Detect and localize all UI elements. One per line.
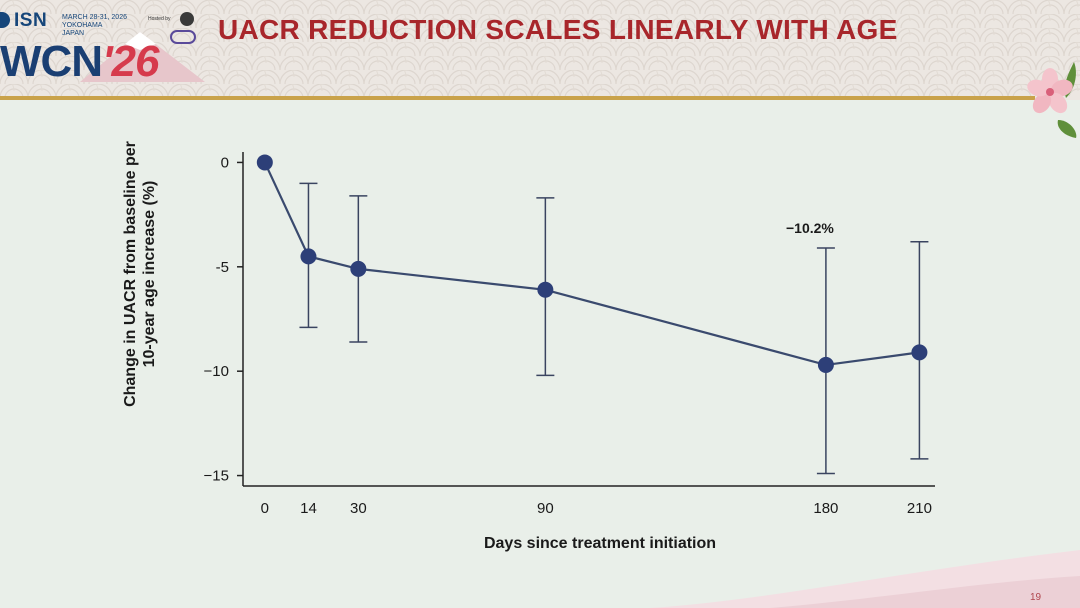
event-dates: MARCH 28-31, 2026 [62, 14, 127, 21]
header-banner: ISN MARCH 28-31, 2026 YOKOHAMA JAPAN Hos… [0, 0, 1080, 100]
header-divider [0, 96, 1035, 100]
data-point [817, 356, 834, 373]
y-tick-label: 0 [221, 154, 229, 171]
x-tick-label: 14 [300, 500, 317, 517]
x-tick-label: 210 [907, 500, 932, 517]
isn-logo: ISN [14, 10, 48, 31]
sakura-flower-icon [1027, 62, 1077, 138]
error-bars [299, 182, 929, 475]
data-point [911, 344, 928, 361]
hosted-by-label: Hosted by [148, 16, 171, 22]
y-tick-label: −15 [204, 468, 229, 485]
y-tick-labels: 0 -5 −10 −15 [204, 154, 243, 485]
wcn-year: '26 [102, 37, 159, 86]
page-number: 19 [1030, 592, 1042, 603]
data-point [300, 248, 317, 265]
data-points [256, 154, 928, 373]
slide-title: UACR REDUCTION SCALES LINEARLY WITH AGE [218, 14, 898, 45]
y-axis-label-line2: 10-year age increase (%) [141, 180, 158, 368]
y-axis-label: Change in UACR from baseline per 10-year… [121, 64, 159, 484]
x-tick-label: 0 [261, 500, 269, 517]
event-info: MARCH 28-31, 2026 YOKOHAMA JAPAN [62, 14, 142, 38]
chart-axes [242, 152, 935, 487]
jsn-logo-icon [170, 30, 196, 44]
x-tick-label: 90 [537, 500, 554, 517]
series-line [263, 161, 920, 367]
data-point [256, 154, 273, 171]
wcn-logo: WCN'26 [0, 37, 160, 86]
wcn-wordmark: WCN [0, 37, 103, 86]
x-axis-label: Days since treatment initiation [483, 535, 717, 552]
event-city: YOKOHAMA [62, 22, 103, 29]
x-tick-label: 180 [813, 500, 838, 517]
fuji-mountain-icon [80, 32, 205, 82]
x-tick-label: 30 [350, 500, 367, 517]
isn-logo-icon [0, 12, 10, 28]
event-country: JAPAN [62, 30, 85, 37]
series-line-path [263, 161, 920, 367]
y-axis-label-line1: Change in UACR from baseline per [122, 141, 139, 407]
y-tick-label: -5 [216, 259, 229, 276]
annotation-label: −10.2% [786, 220, 834, 236]
host-society-icon [180, 12, 194, 26]
data-point [350, 260, 367, 277]
bottom-wave-decoration [650, 550, 1080, 608]
y-tick-label: −10 [204, 363, 229, 380]
x-tick-labels: 0 14 30 90 180 210 [261, 500, 932, 517]
data-point [537, 281, 554, 298]
